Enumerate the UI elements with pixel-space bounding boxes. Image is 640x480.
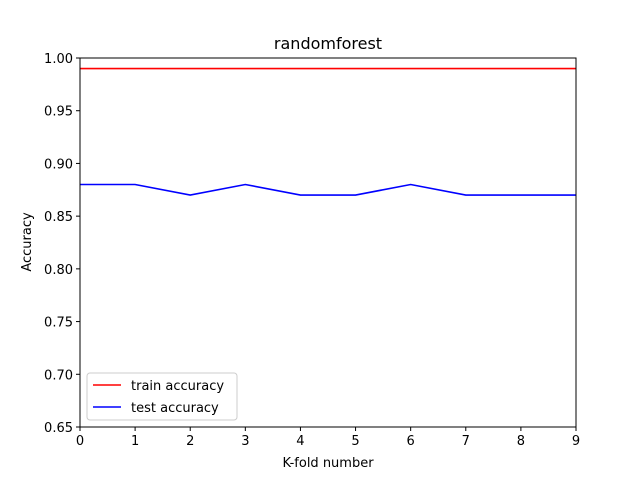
y-tick-label: 0.90: [44, 157, 73, 172]
legend: train accuracy test accuracy: [86, 372, 238, 421]
y-tick-label: 0.80: [44, 263, 73, 278]
legend-box: [86, 372, 238, 421]
chart-title: randomforest: [274, 34, 382, 53]
y-tick-label: 0.65: [44, 421, 73, 436]
x-tick-label: 0: [76, 434, 84, 449]
x-tick-label: 1: [131, 434, 139, 449]
x-tick-label: 9: [572, 434, 580, 449]
legend-label-1: test accuracy: [131, 401, 219, 416]
axes-frame: [79, 57, 577, 428]
y-tick-label: 0.70: [44, 368, 73, 383]
x-tick-label: 8: [517, 434, 525, 449]
x-tick-label: 4: [296, 434, 304, 449]
plot-area: [79, 57, 577, 428]
y-tick-label: 0.95: [44, 105, 73, 120]
y-tick-label: 1.00: [44, 52, 73, 67]
y-tick-label: 0.85: [44, 210, 73, 225]
x-tick-label: 6: [407, 434, 415, 449]
x-tick-label: 2: [186, 434, 194, 449]
x-tick-label: 7: [462, 434, 470, 449]
y-tick-label: 0.75: [44, 316, 73, 331]
x-axis-label: K-fold number: [282, 456, 374, 471]
x-tick-label: 5: [351, 434, 359, 449]
x-tick-label: 3: [241, 434, 249, 449]
series-line-1: [80, 183, 576, 196]
x-axis: 0 1 2 3 4 5 6 7 8 9: [76, 427, 580, 449]
y-axis-label: Accuracy: [20, 212, 35, 272]
legend-label-0: train accuracy: [131, 379, 224, 394]
y-axis: 0.65 0.70 0.75 0.80 0.85 0.90 0.95 1.00: [44, 52, 80, 436]
